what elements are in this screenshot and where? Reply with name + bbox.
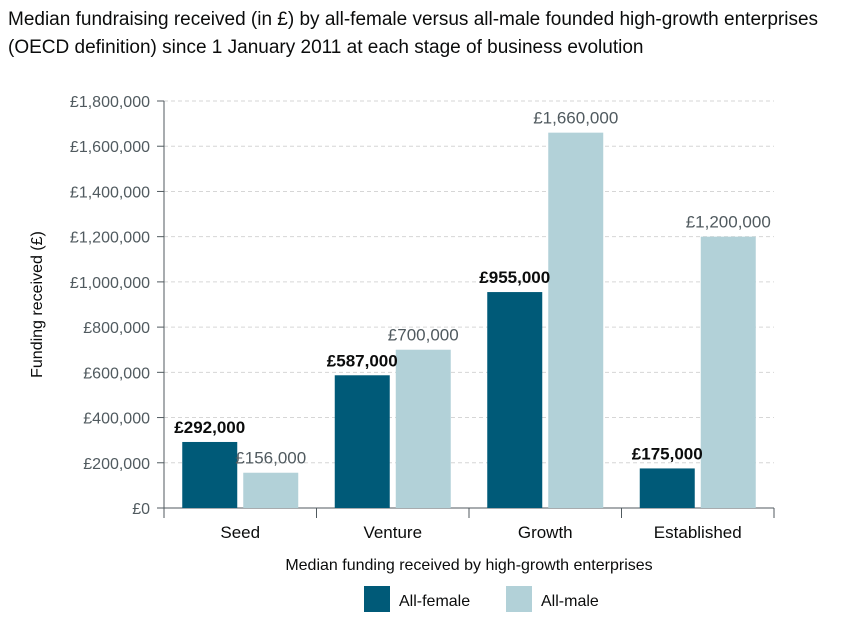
x-tick-label: Growth: [518, 523, 573, 542]
data-label: £156,000: [235, 449, 306, 468]
data-labels: £292,000 £156,000 £587,000 £700,000 £955,000…: [174, 109, 771, 468]
y-tick-label: £200,000: [83, 456, 150, 473]
legend-label-all-female: All-female: [399, 593, 470, 610]
data-label: £1,660,000: [533, 109, 618, 128]
y-tick-label: £800,000: [83, 320, 150, 337]
bar-all-male-growth: [548, 132, 604, 508]
legend-label-all-male: All-male: [541, 593, 599, 610]
gridlines: [164, 100, 774, 464]
bar-all-male-seed: [243, 472, 299, 508]
legend: All-female All-male: [364, 586, 599, 612]
x-axis-ticks: Seed Venture Growth Established: [163, 508, 775, 542]
bar-all-female-seed: [182, 441, 238, 508]
y-tick-label: £1,600,000: [70, 139, 150, 156]
x-axis-title: Median funding received by high-growth e…: [285, 557, 652, 574]
data-label: £587,000: [327, 351, 398, 370]
x-tick-label: Established: [654, 523, 742, 542]
y-tick-label: £400,000: [83, 411, 150, 428]
y-tick-label: £1,000,000: [70, 275, 150, 292]
y-axis-title: Funding received (£): [29, 231, 46, 378]
bar-all-male-established: [700, 236, 756, 508]
chart-title: Median fundraising received (in £) by al…: [8, 9, 819, 58]
y-tick-label: £1,200,000: [70, 230, 150, 247]
y-axis-ticks: £0 £200,000 £400,000 £600,000 £800,000 £1,000…: [70, 94, 164, 518]
y-tick-label: £0: [132, 501, 150, 518]
y-tick-label: £1,800,000: [70, 94, 150, 111]
bars: [182, 132, 756, 508]
data-label: £955,000: [479, 268, 550, 287]
legend-swatch-all-male: [506, 586, 532, 612]
x-tick-label: Venture: [363, 523, 422, 542]
data-label: £1,200,000: [686, 213, 771, 232]
data-label: £292,000: [174, 418, 245, 437]
bar-all-female-venture: [334, 375, 390, 508]
bar-all-female-established: [639, 468, 695, 508]
y-tick-label: £600,000: [83, 365, 150, 382]
x-tick-label: Seed: [220, 523, 260, 542]
y-tick-label: £1,400,000: [70, 184, 150, 201]
bar-all-male-venture: [395, 349, 451, 508]
data-label: £175,000: [632, 444, 703, 463]
bar-all-female-growth: [487, 292, 543, 508]
data-label: £700,000: [388, 326, 459, 345]
legend-swatch-all-female: [364, 586, 390, 612]
